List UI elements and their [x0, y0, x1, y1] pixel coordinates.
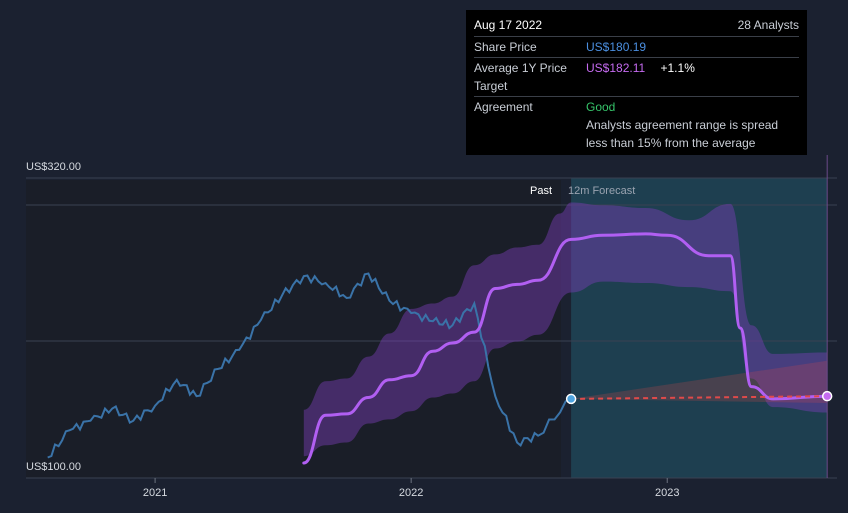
- share-price-value: US$180.19: [586, 40, 647, 54]
- forecast-label: 12m Forecast: [568, 185, 635, 197]
- tooltip-analysts-count: 28 Analysts: [737, 18, 799, 32]
- forecast-price-line: [571, 395, 828, 400]
- target-label: Average 1Y Price Target: [474, 61, 567, 93]
- past-label: Past: [530, 185, 552, 197]
- forecast-end-marker: [821, 390, 833, 402]
- price-target-tooltip: Aug 17 2022 28 Analysts Share Price US$1…: [466, 10, 807, 155]
- forecast-region: [571, 178, 828, 478]
- y-label-top: US$320.00: [26, 161, 81, 173]
- tooltip-header: Aug 17 2022 28 Analysts: [474, 16, 799, 37]
- target-range-band: [303, 202, 828, 457]
- tooltip-row-agreement: Agreement Good Analysts agreement range …: [474, 97, 799, 153]
- x-tick-label-2022: 2022: [399, 487, 423, 499]
- plot-background: [26, 180, 561, 478]
- tooltip-row-share-price: Share Price US$180.19: [474, 37, 799, 58]
- target-value-group: US$182.11 +1.1%: [586, 58, 799, 96]
- share-price-label: Share Price: [474, 40, 537, 54]
- agreement-value-group: Good Analysts agreement range is spread …: [586, 97, 799, 153]
- target-value: US$182.11: [586, 61, 646, 75]
- y-label-bottom: US$100.00: [26, 461, 81, 473]
- target-change: +1.1%: [660, 61, 695, 75]
- agreement-value: Good: [586, 100, 616, 114]
- today-price-marker: [565, 393, 577, 405]
- share-price-line: [47, 272, 572, 459]
- agreement-description: Analysts agreement range is spread less …: [586, 118, 779, 150]
- average-target-line: [302, 232, 829, 465]
- x-tick-label-2021: 2021: [143, 487, 167, 499]
- x-tick-label-2023: 2023: [655, 487, 679, 499]
- tooltip-row-target: Average 1Y Price Target US$182.11 +1.1%: [474, 58, 799, 97]
- tooltip-date: Aug 17 2022: [474, 18, 543, 32]
- agreement-label: Agreement: [474, 100, 533, 114]
